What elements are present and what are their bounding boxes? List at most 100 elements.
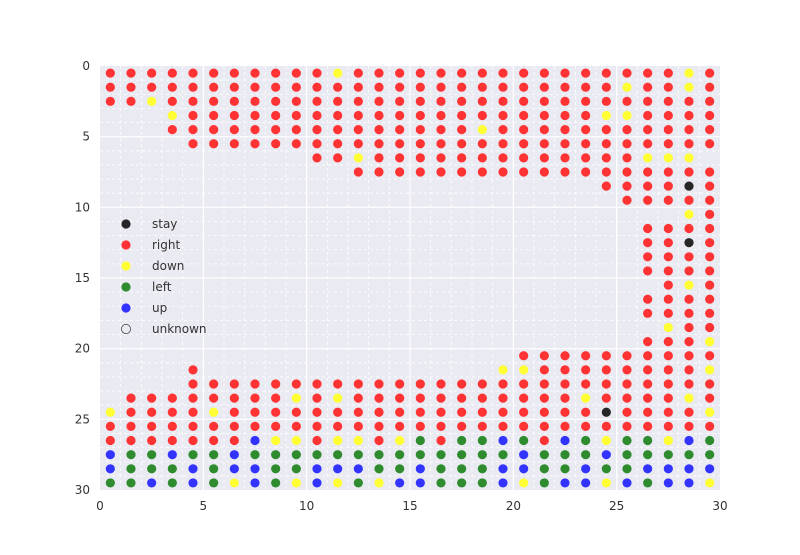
marker-up [167, 450, 177, 460]
marker-right [705, 68, 715, 78]
marker-right [457, 96, 467, 106]
marker-right [622, 393, 632, 403]
marker-right [209, 379, 219, 389]
marker-right [622, 195, 632, 205]
marker-right [539, 153, 549, 163]
marker-right [229, 68, 239, 78]
marker-right [250, 407, 260, 417]
marker-right [436, 96, 446, 106]
marker-right [560, 393, 570, 403]
marker-right [684, 294, 694, 304]
marker-right [560, 139, 570, 149]
legend-item-up: up [121, 301, 167, 315]
marker-right [684, 379, 694, 389]
marker-right [663, 110, 673, 121]
legend: stay right down left up unknown [121, 217, 207, 336]
marker-right [684, 421, 694, 431]
marker-up [312, 478, 322, 488]
marker-up [684, 478, 694, 488]
marker-right [126, 96, 136, 106]
marker-right [539, 379, 549, 389]
marker-right [663, 421, 673, 431]
marker-right [601, 153, 611, 163]
marker-right [643, 167, 653, 177]
marker-right [498, 393, 508, 403]
marker-right [705, 322, 715, 333]
marker-right [271, 393, 281, 403]
marker-right [188, 110, 198, 121]
marker-right [643, 252, 653, 262]
marker-right [622, 379, 632, 389]
marker-left [477, 450, 487, 460]
marker-right [374, 167, 384, 177]
marker-right [684, 167, 694, 177]
y-tick-label: 15 [75, 271, 90, 285]
marker-right [498, 125, 508, 135]
marker-right [312, 96, 322, 106]
marker-right [519, 125, 529, 135]
marker-right [333, 407, 343, 417]
x-tick-label: 5 [200, 499, 208, 513]
marker-right [250, 110, 260, 121]
marker-right [415, 393, 425, 403]
marker-right [436, 139, 446, 149]
marker-right [457, 139, 467, 149]
marker-right [519, 167, 529, 177]
marker-right [167, 407, 177, 417]
marker-left [477, 435, 487, 446]
legend-label-unknown: unknown [152, 322, 207, 336]
marker-right [291, 68, 301, 78]
x-tick-label: 0 [96, 499, 104, 513]
marker-right [312, 435, 322, 446]
marker-right [622, 421, 632, 431]
marker-left [643, 478, 653, 488]
marker-left [581, 450, 591, 460]
marker-right [643, 393, 653, 403]
marker-right [498, 139, 508, 149]
marker-right [229, 393, 239, 403]
marker-right [353, 110, 363, 121]
marker-right [415, 139, 425, 149]
marker-right [333, 125, 343, 135]
marker-right [684, 110, 694, 121]
marker-right [519, 379, 529, 389]
marker-right [663, 82, 673, 92]
marker-right [601, 82, 611, 92]
marker-down [229, 478, 239, 488]
marker-right [581, 139, 591, 149]
marker-right [395, 421, 405, 431]
marker-right [560, 407, 570, 417]
marker-right [415, 82, 425, 92]
marker-up [581, 464, 591, 474]
marker-right [519, 421, 529, 431]
marker-right [271, 379, 281, 389]
marker-up [498, 478, 508, 488]
marker-left [147, 464, 157, 474]
marker-right [539, 365, 549, 375]
marker-right [519, 407, 529, 417]
marker-right [333, 421, 343, 431]
marker-right [601, 351, 611, 361]
marker-right [663, 308, 673, 318]
marker-right [312, 68, 322, 78]
markers [105, 68, 715, 488]
marker-right [188, 125, 198, 135]
marker-down [601, 435, 611, 446]
marker-right [436, 82, 446, 92]
marker-right [188, 82, 198, 92]
marker-down [684, 68, 694, 78]
marker-left [126, 464, 136, 474]
marker-right [436, 407, 446, 417]
marker-right [209, 393, 219, 403]
marker-right [643, 337, 653, 347]
marker-up [663, 464, 673, 474]
marker-right [622, 125, 632, 135]
marker-left [622, 450, 632, 460]
marker-right [581, 351, 591, 361]
marker-right [705, 167, 715, 177]
legend-item-stay: stay [121, 217, 177, 231]
marker-right [643, 82, 653, 92]
marker-right [705, 139, 715, 149]
marker-right [622, 407, 632, 417]
marker-up [663, 478, 673, 488]
